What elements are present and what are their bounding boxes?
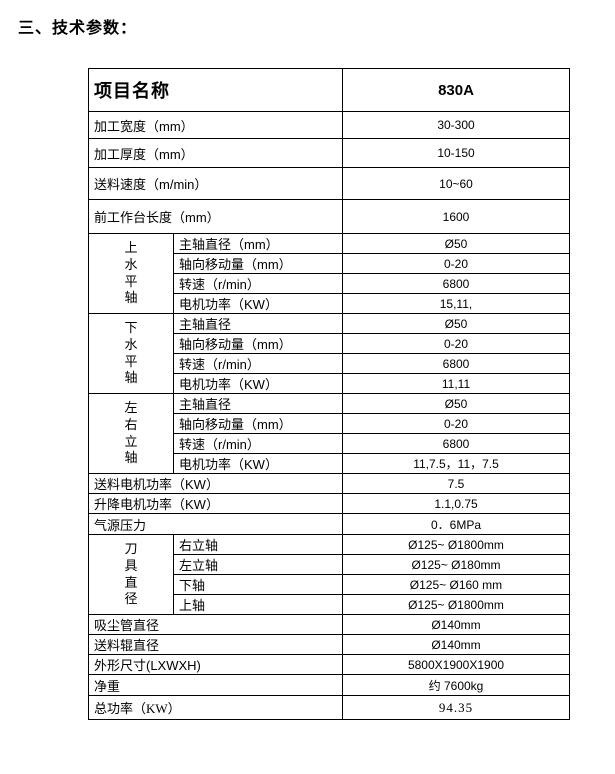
- row-label: 总功率（KW）: [88, 695, 343, 720]
- row-label: 加工宽度（mm）: [88, 111, 343, 139]
- group-label: 刀具直径: [88, 534, 174, 615]
- table-row: 下水平轴 主轴直径 Ø50: [88, 313, 570, 394]
- row-label: 加工厚度（mm）: [88, 138, 343, 168]
- table-row: 送料电机功率（KW） 7.5: [88, 473, 570, 494]
- table-row: 下轴 Ø125~ Ø160 mm: [89, 574, 570, 595]
- table-row: 升降电机功率（KW） 1.1,0.75: [88, 493, 570, 514]
- row-label: 前工作台长度（mm）: [88, 199, 343, 234]
- header-model-cell: 830A: [342, 68, 570, 112]
- row-value: Ø140mm: [342, 634, 570, 655]
- row-label: 送料速度（m/min）: [88, 167, 343, 200]
- table-row: 送料辊直径 Ø140mm: [88, 634, 570, 655]
- row-label: 轴向移动量（mm）: [173, 413, 343, 434]
- row-value: 30-300: [342, 111, 570, 139]
- group-label-text: 刀具直径: [124, 540, 138, 607]
- table-row: 前工作台长度（mm） 1600: [88, 199, 570, 234]
- row-value: 6800: [342, 353, 570, 374]
- row-label: 主轴直径: [173, 393, 343, 414]
- row-label: 净重: [88, 674, 343, 696]
- row-label: 吸尘管直径: [88, 614, 343, 635]
- row-value: Ø50: [342, 233, 570, 254]
- row-label: 轴向移动量（mm）: [173, 333, 343, 354]
- row-label: 气源压力: [88, 513, 343, 535]
- row-label: 送料电机功率（KW）: [88, 473, 343, 494]
- row-label: 左立轴: [173, 554, 343, 575]
- table-row: 电机功率（KW） 15,11,: [89, 293, 570, 314]
- row-label: 主轴直径: [173, 313, 343, 334]
- group-label-text: 左右立轴: [124, 399, 138, 466]
- row-value: 11,11: [342, 373, 570, 394]
- group-label-text: 上水平轴: [124, 239, 138, 306]
- row-value: 11,7.5，11，7.5: [342, 453, 570, 474]
- row-value: 约 7600kg: [342, 674, 570, 696]
- group-label-text: 下水平轴: [124, 319, 138, 386]
- row-value: 15,11,: [342, 293, 570, 314]
- table-row: 加工厚度（mm） 10-150: [88, 138, 570, 168]
- table-row: 刀具直径 右立轴 Ø125~ Ø1800mm: [88, 534, 570, 615]
- table-row: 总功率（KW） 94.35: [88, 695, 570, 720]
- table-row: 电机功率（KW） 11,7.5，11，7.5: [89, 453, 570, 474]
- row-value: 0-20: [342, 333, 570, 354]
- row-label: 转速（r/min）: [173, 433, 343, 454]
- table-row: 左立轴 Ø125~ Ø180mm: [89, 554, 570, 575]
- row-label: 送料辊直径: [88, 634, 343, 655]
- row-value: Ø125~ Ø160 mm: [342, 574, 570, 595]
- table-row: 加工宽度（mm） 30-300: [88, 111, 570, 139]
- row-value: 7.5: [342, 473, 570, 494]
- row-value: Ø125~ Ø1800mm: [342, 534, 570, 555]
- row-label: 电机功率（KW）: [173, 373, 343, 394]
- row-value: Ø50: [342, 393, 570, 414]
- section-title: 三、技术参数：: [18, 20, 138, 37]
- table-row: 气源压力 0．6MPa: [88, 513, 570, 535]
- row-value: Ø125~ Ø1800mm: [342, 594, 570, 615]
- row-label: 上轴: [173, 594, 343, 615]
- row-label: 右立轴: [173, 534, 343, 555]
- group-label: 左右立轴: [88, 393, 174, 474]
- table-row: 左右立轴 主轴直径 Ø50: [88, 393, 570, 474]
- row-label: 下轴: [173, 574, 343, 595]
- row-label: 外形尺寸(LXWXH): [88, 654, 343, 675]
- table-row: 外形尺寸(LXWXH) 5800X1900X1900: [88, 654, 570, 675]
- table-row: 上水平轴 主轴直径（mm） Ø50: [88, 233, 570, 314]
- row-value: 0-20: [342, 253, 570, 274]
- row-value: 10-150: [342, 138, 570, 168]
- row-label: 电机功率（KW）: [173, 453, 343, 474]
- row-value: 6800: [342, 273, 570, 294]
- row-label: 转速（r/min）: [173, 273, 343, 294]
- row-value: 1.1,0.75: [342, 493, 570, 514]
- spec-table: 项目名称 830A 加工宽度（mm） 30-300 加工厚度（mm） 10-15…: [88, 68, 570, 720]
- row-label: 转速（r/min）: [173, 353, 343, 374]
- table-row: 送料速度（m/min） 10~60: [88, 167, 570, 200]
- row-value: 94.35: [342, 695, 570, 720]
- row-value: Ø50: [342, 313, 570, 334]
- row-value: 0．6MPa: [342, 513, 570, 535]
- row-value: 6800: [342, 433, 570, 454]
- row-value: 10~60: [342, 167, 570, 200]
- table-row: 吸尘管直径 Ø140mm: [88, 614, 570, 635]
- header-name-cell: 项目名称: [88, 68, 343, 112]
- row-label: 升降电机功率（KW）: [88, 493, 343, 514]
- table-row: 转速（r/min） 6800: [89, 433, 570, 454]
- row-value: 1600: [342, 199, 570, 234]
- group-label: 下水平轴: [88, 313, 174, 394]
- row-value: Ø125~ Ø180mm: [342, 554, 570, 575]
- table-header-row: 项目名称 830A: [88, 68, 570, 112]
- table-row: 转速（r/min） 6800: [89, 353, 570, 374]
- row-value: 0-20: [342, 413, 570, 434]
- table-row: 净重 约 7600kg: [88, 674, 570, 696]
- row-label: 电机功率（KW）: [173, 293, 343, 314]
- row-value: 5800X1900X1900: [342, 654, 570, 675]
- row-label: 轴向移动量（mm）: [173, 253, 343, 274]
- row-value: Ø140mm: [342, 614, 570, 635]
- row-label: 主轴直径（mm）: [173, 233, 343, 254]
- group-label: 上水平轴: [88, 233, 174, 314]
- table-row: 轴向移动量（mm） 0-20: [89, 413, 570, 434]
